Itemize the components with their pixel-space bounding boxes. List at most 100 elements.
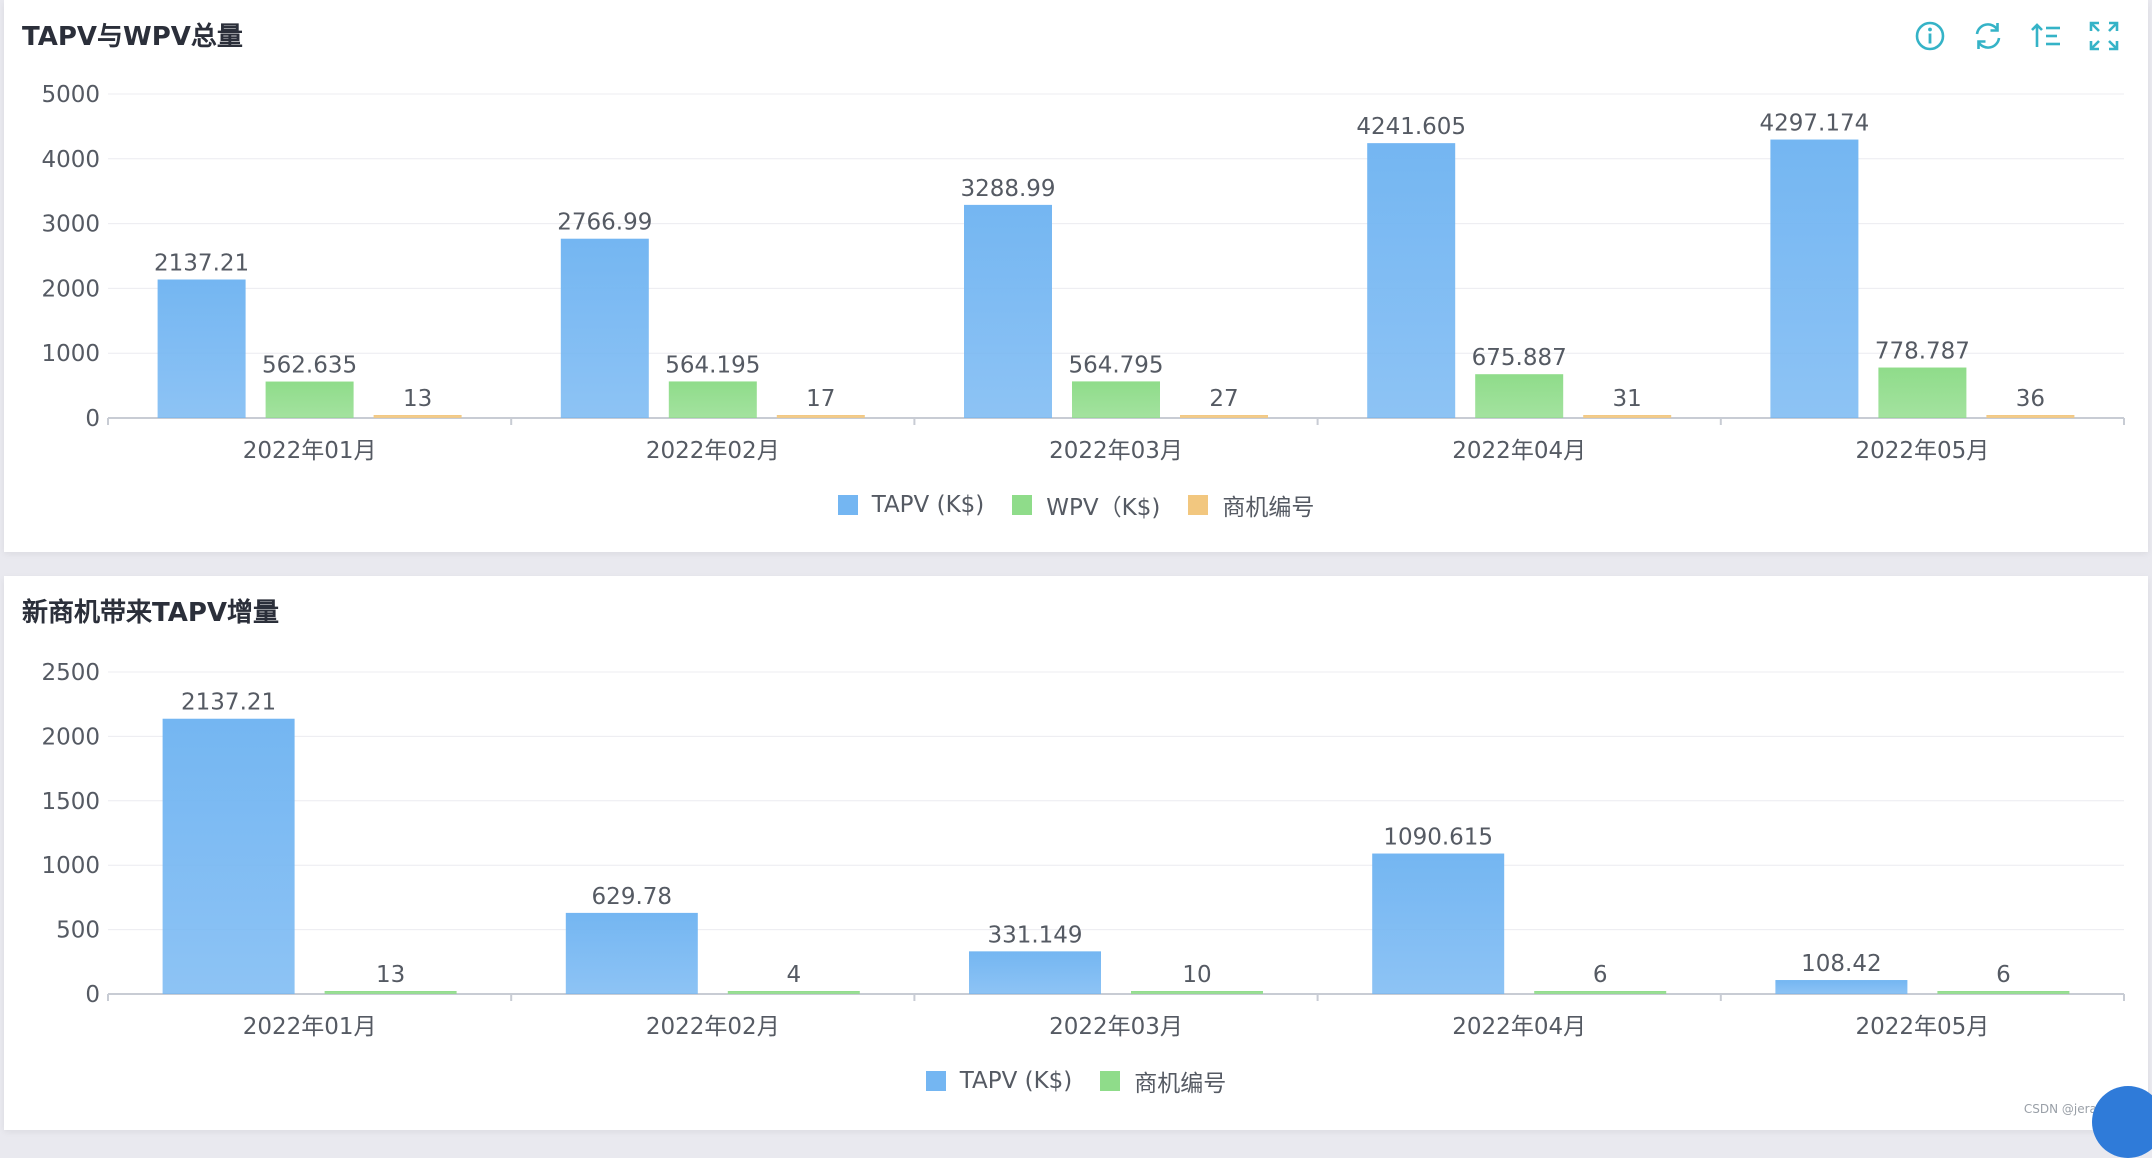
x-tick-label: 2022年04月 [1452, 438, 1586, 464]
x-tick-label: 2022年04月 [1452, 1014, 1586, 1040]
bar[interactable] [1583, 415, 1672, 418]
y-tick-label: 500 [56, 918, 100, 944]
bar-value-label: 31 [1613, 386, 1642, 412]
bar[interactable] [776, 415, 865, 418]
refresh-icon[interactable] [1970, 18, 2006, 54]
y-tick-label: 0 [85, 982, 100, 1008]
bar-value-label: 2137.21 [154, 251, 249, 277]
y-tick-label: 2000 [41, 276, 100, 302]
bar[interactable] [668, 381, 757, 418]
bar-chart-totals: 0 1000 2000 3000 4000 5000 2022年01月 2137.21 562.… [41, 82, 2125, 464]
legend-item[interactable]: 商机编号 [1188, 488, 1314, 522]
bar[interactable] [727, 991, 860, 994]
x-tick-label: 2022年01月 [243, 438, 377, 464]
bar[interactable] [560, 238, 649, 418]
bar[interactable] [1372, 853, 1505, 994]
y-tick-label: 4000 [41, 147, 100, 173]
bar-value-label: 331.149 [987, 922, 1082, 948]
x-tick-label: 2022年05月 [1855, 1014, 1989, 1040]
bar[interactable] [162, 718, 295, 994]
bar-value-label: 564.795 [1068, 352, 1163, 378]
x-tick-label: 2022年02月 [646, 1014, 780, 1040]
chart-panel-increment: 新商机带来TAPV增量 0 500 1000 1500 2000 2500 2022年01月… [4, 576, 2152, 1158]
bar[interactable] [1770, 139, 1859, 418]
bar-value-label: 1090.615 [1383, 825, 1493, 851]
bar-value-label: 13 [403, 386, 432, 412]
bar[interactable] [157, 279, 246, 418]
bar[interactable] [1367, 143, 1456, 419]
bar[interactable] [969, 951, 1101, 994]
bar-value-label: 629.78 [592, 884, 672, 910]
bar[interactable] [964, 204, 1052, 418]
bar-value-label: 675.887 [1472, 345, 1567, 371]
fullscreen-icon[interactable] [2086, 18, 2122, 54]
legend-item[interactable]: TAPV (K$) [925, 1064, 1073, 1098]
bar[interactable] [324, 991, 457, 994]
bar-value-label: 4297.174 [1760, 111, 1870, 137]
y-tick-label: 0 [85, 406, 100, 432]
legend-swatch [1100, 1071, 1121, 1091]
bar[interactable] [1534, 991, 1667, 994]
x-tick-label: 2022年03月 [1049, 1014, 1183, 1040]
bar[interactable] [1775, 980, 1908, 994]
chart-toolbar [1912, 18, 2122, 54]
bar-value-label: 4 [786, 962, 801, 988]
info-icon[interactable] [1912, 18, 1948, 54]
bar[interactable] [1072, 381, 1160, 418]
bar-value-label: 778.787 [1875, 339, 1970, 365]
bar-value-label: 2137.21 [181, 690, 276, 716]
chart-legend: TAPV (K$) WPV（K$) 商机编号 [4, 488, 2148, 522]
legend-swatch [837, 495, 858, 515]
x-tick-label: 2022年03月 [1049, 438, 1183, 464]
panel-title: 新商机带来TAPV增量 [22, 598, 280, 628]
legend-label: TAPV (K$) [959, 1068, 1073, 1094]
x-tick-label: 2022年01月 [243, 1014, 377, 1040]
y-tick-label: 2000 [41, 724, 100, 750]
bar[interactable] [1937, 991, 2070, 994]
legend-item[interactable]: WPV（K$) [1012, 488, 1160, 522]
y-tick-label: 3000 [41, 212, 100, 238]
bar-chart-increment: 0 500 1000 1500 2000 2500 2022年01月 2137.21 13 202… [41, 660, 2125, 1040]
chart-legend: TAPV (K$) 商机编号 [4, 1064, 2148, 1098]
legend-label: 商机编号 [1222, 495, 1315, 521]
y-tick-label: 1500 [41, 789, 100, 815]
bar-value-label: 2766.99 [557, 210, 652, 236]
x-tick-label: 2022年05月 [1855, 438, 1989, 464]
y-tick-label: 5000 [41, 82, 100, 108]
chart-panel-totals: TAPV与WPV总量 0 [4, 0, 2148, 552]
bar[interactable] [1878, 367, 1967, 418]
bar[interactable] [1986, 415, 2075, 418]
bar-value-label: 6 [1593, 962, 1608, 988]
legend-label: WPV（K$) [1046, 495, 1161, 521]
bar-value-label: 6 [1996, 962, 2011, 988]
legend-swatch [925, 1071, 946, 1091]
bar[interactable] [1131, 991, 1263, 994]
bar-value-label: 108.42 [1801, 951, 1881, 977]
bar[interactable] [1475, 374, 1564, 418]
bar-value-label: 4241.605 [1356, 114, 1466, 140]
bar-value-label: 27 [1209, 386, 1238, 412]
bar-value-label: 3288.99 [960, 176, 1055, 202]
bar[interactable] [1180, 415, 1268, 418]
bar-value-label: 36 [2016, 386, 2045, 412]
help-bubble[interactable] [2092, 1086, 2152, 1158]
bar-value-label: 17 [806, 386, 835, 412]
legend-swatch [1188, 495, 1209, 515]
legend-swatch [1012, 495, 1033, 515]
y-tick-label: 2500 [41, 660, 100, 686]
bar-value-label: 564.195 [665, 352, 760, 378]
x-tick-label: 2022年02月 [646, 438, 780, 464]
sort-icon[interactable] [2028, 18, 2064, 54]
watermark: CSDN @jeray [2023, 1102, 2104, 1116]
bar[interactable] [265, 381, 354, 418]
bar[interactable] [565, 912, 698, 994]
bar[interactable] [373, 415, 462, 418]
legend-item[interactable]: TAPV (K$) [837, 488, 984, 522]
bar-value-label: 13 [376, 962, 405, 988]
bar-value-label: 562.635 [262, 353, 357, 379]
panel-title: TAPV与WPV总量 [22, 22, 243, 52]
legend-label: 商机编号 [1134, 1071, 1227, 1097]
bar-value-label: 10 [1182, 962, 1211, 988]
y-tick-label: 1000 [41, 341, 100, 367]
legend-item[interactable]: 商机编号 [1100, 1064, 1226, 1098]
